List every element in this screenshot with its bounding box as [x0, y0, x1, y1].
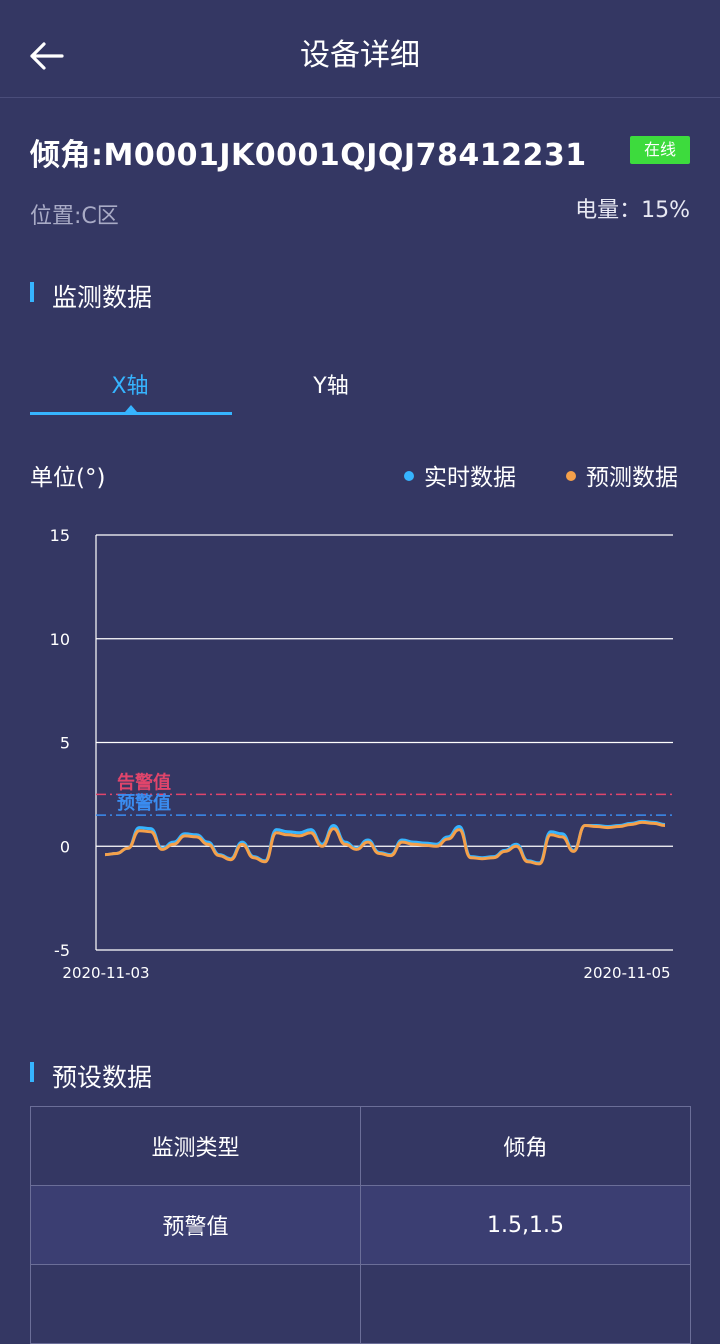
legend-predicted: 预测数据	[566, 458, 678, 492]
unit-label: 单位(°)	[30, 465, 106, 491]
monitor-section-label: 监测数据	[52, 283, 153, 312]
tab-x-axis[interactable]: X轴	[111, 374, 149, 399]
page-title: 设备详细	[300, 38, 420, 73]
preset-value	[360, 1264, 691, 1344]
preset-section-label: 预设数据	[52, 1063, 153, 1092]
y-tick-label: 5	[60, 734, 70, 753]
top-bar: 设备详细	[0, 0, 720, 98]
x-tick-label-start: 2020-11-03	[62, 964, 149, 982]
preset-table: 监测类型 倾角 预警值 1.5,1.5	[30, 1106, 691, 1344]
preset-key: 监测类型	[30, 1106, 361, 1186]
section-marker	[30, 1062, 34, 1082]
legend-realtime-label: 实时数据	[424, 465, 516, 491]
status-badge: 在线	[630, 136, 690, 164]
monitor-section-title: 监测数据	[30, 278, 152, 314]
preset-value: 1.5,1.5	[360, 1185, 691, 1265]
battery-level: 电量：15%	[575, 198, 690, 223]
preset-key: 预警值	[30, 1185, 361, 1265]
legend-realtime: 实时数据	[404, 458, 516, 492]
active-tab-caret	[125, 405, 137, 412]
active-tab-indicator	[30, 412, 232, 415]
y-tick-label: -5	[54, 941, 70, 960]
table-row: 监测类型 倾角	[30, 1106, 691, 1186]
y-tick-label: 0	[60, 837, 70, 856]
x-tick-label-end: 2020-11-05	[583, 964, 670, 982]
y-tick-label: 10	[50, 630, 70, 649]
legend-predicted-dot	[566, 470, 576, 481]
arrow-left-icon[interactable]	[26, 36, 66, 76]
table-row: 预警值 1.5,1.5	[30, 1185, 691, 1265]
threshold-label: 预警值	[117, 792, 171, 814]
device-location: 位置:C区	[30, 204, 119, 229]
table-row	[30, 1264, 691, 1344]
section-marker	[30, 282, 34, 302]
preset-key	[30, 1264, 361, 1344]
legend-predicted-label: 预测数据	[586, 465, 678, 491]
preset-value: 倾角	[360, 1106, 691, 1186]
series-line	[104, 820, 666, 866]
y-tick-label: 15	[50, 526, 70, 545]
preset-section-title: 预设数据	[30, 1058, 152, 1094]
legend-realtime-dot	[404, 470, 414, 481]
device-name: 倾角:M0001JK0001QJQJ78412231	[30, 138, 587, 173]
threshold-label: 告警值	[117, 771, 171, 793]
tab-y-axis[interactable]: Y轴	[313, 374, 349, 399]
